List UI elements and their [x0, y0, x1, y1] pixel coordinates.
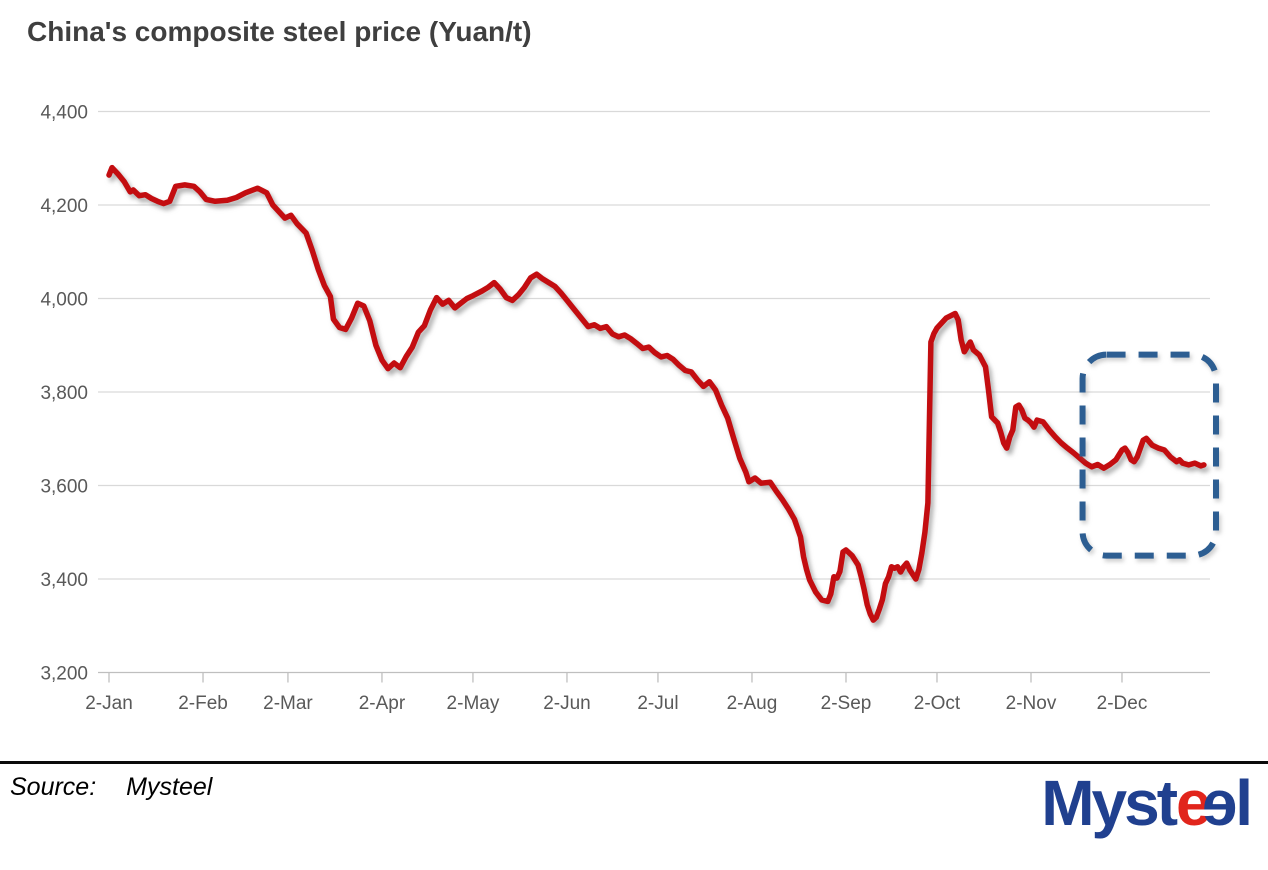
price-line-chart: 3,200 3,400 3,600 3,800 4,000 4,200 4,400 2-Jan… [40, 103, 1220, 714]
y-axis-label: 3,600 [40, 477, 88, 498]
y-axis-label: 3,800 [40, 383, 88, 404]
highlight-box [1079, 351, 1220, 559]
x-axis-label: 2-Nov [1006, 693, 1057, 714]
x-axis-label: 2-Feb [178, 693, 228, 714]
x-axis-label: 2-Dec [1097, 693, 1148, 714]
mysteel-logo: Mysteel [1041, 767, 1253, 839]
logo-text-part3: e [1204, 767, 1238, 839]
y-axis-label: 3,400 [40, 570, 88, 591]
logo-text-part1: Myst [1041, 767, 1178, 839]
source-label: Source: [10, 773, 97, 801]
x-axis-label: 2-Oct [914, 693, 961, 714]
x-axis-label: 2-Apr [359, 693, 406, 714]
y-axis-label: 3,200 [40, 664, 88, 685]
x-axis-label: 2-Jul [637, 693, 678, 714]
footer-separator [0, 761, 1268, 764]
x-axis-label: 2-Aug [727, 693, 778, 714]
logo-text-part4: l [1235, 767, 1253, 839]
y-axis-label: 4,200 [40, 196, 88, 217]
y-axis-label: 4,000 [40, 290, 88, 311]
y-axis-label: 4,400 [40, 103, 88, 124]
x-axis-label: 2-Sep [821, 693, 872, 714]
price-series-line [106, 164, 1207, 623]
chart-title: China's composite steel price (Yuan/t) [27, 16, 532, 47]
x-axis-label: 2-May [447, 693, 500, 714]
x-axis-label: 2-Jun [543, 693, 591, 714]
source-value: Mysteel [126, 773, 213, 801]
logo-text-part2: e [1176, 767, 1212, 839]
x-axis-label: 2-Jan [85, 693, 133, 714]
source-row: Source: Mysteel [10, 773, 212, 802]
x-axis-label: 2-Mar [263, 693, 313, 714]
